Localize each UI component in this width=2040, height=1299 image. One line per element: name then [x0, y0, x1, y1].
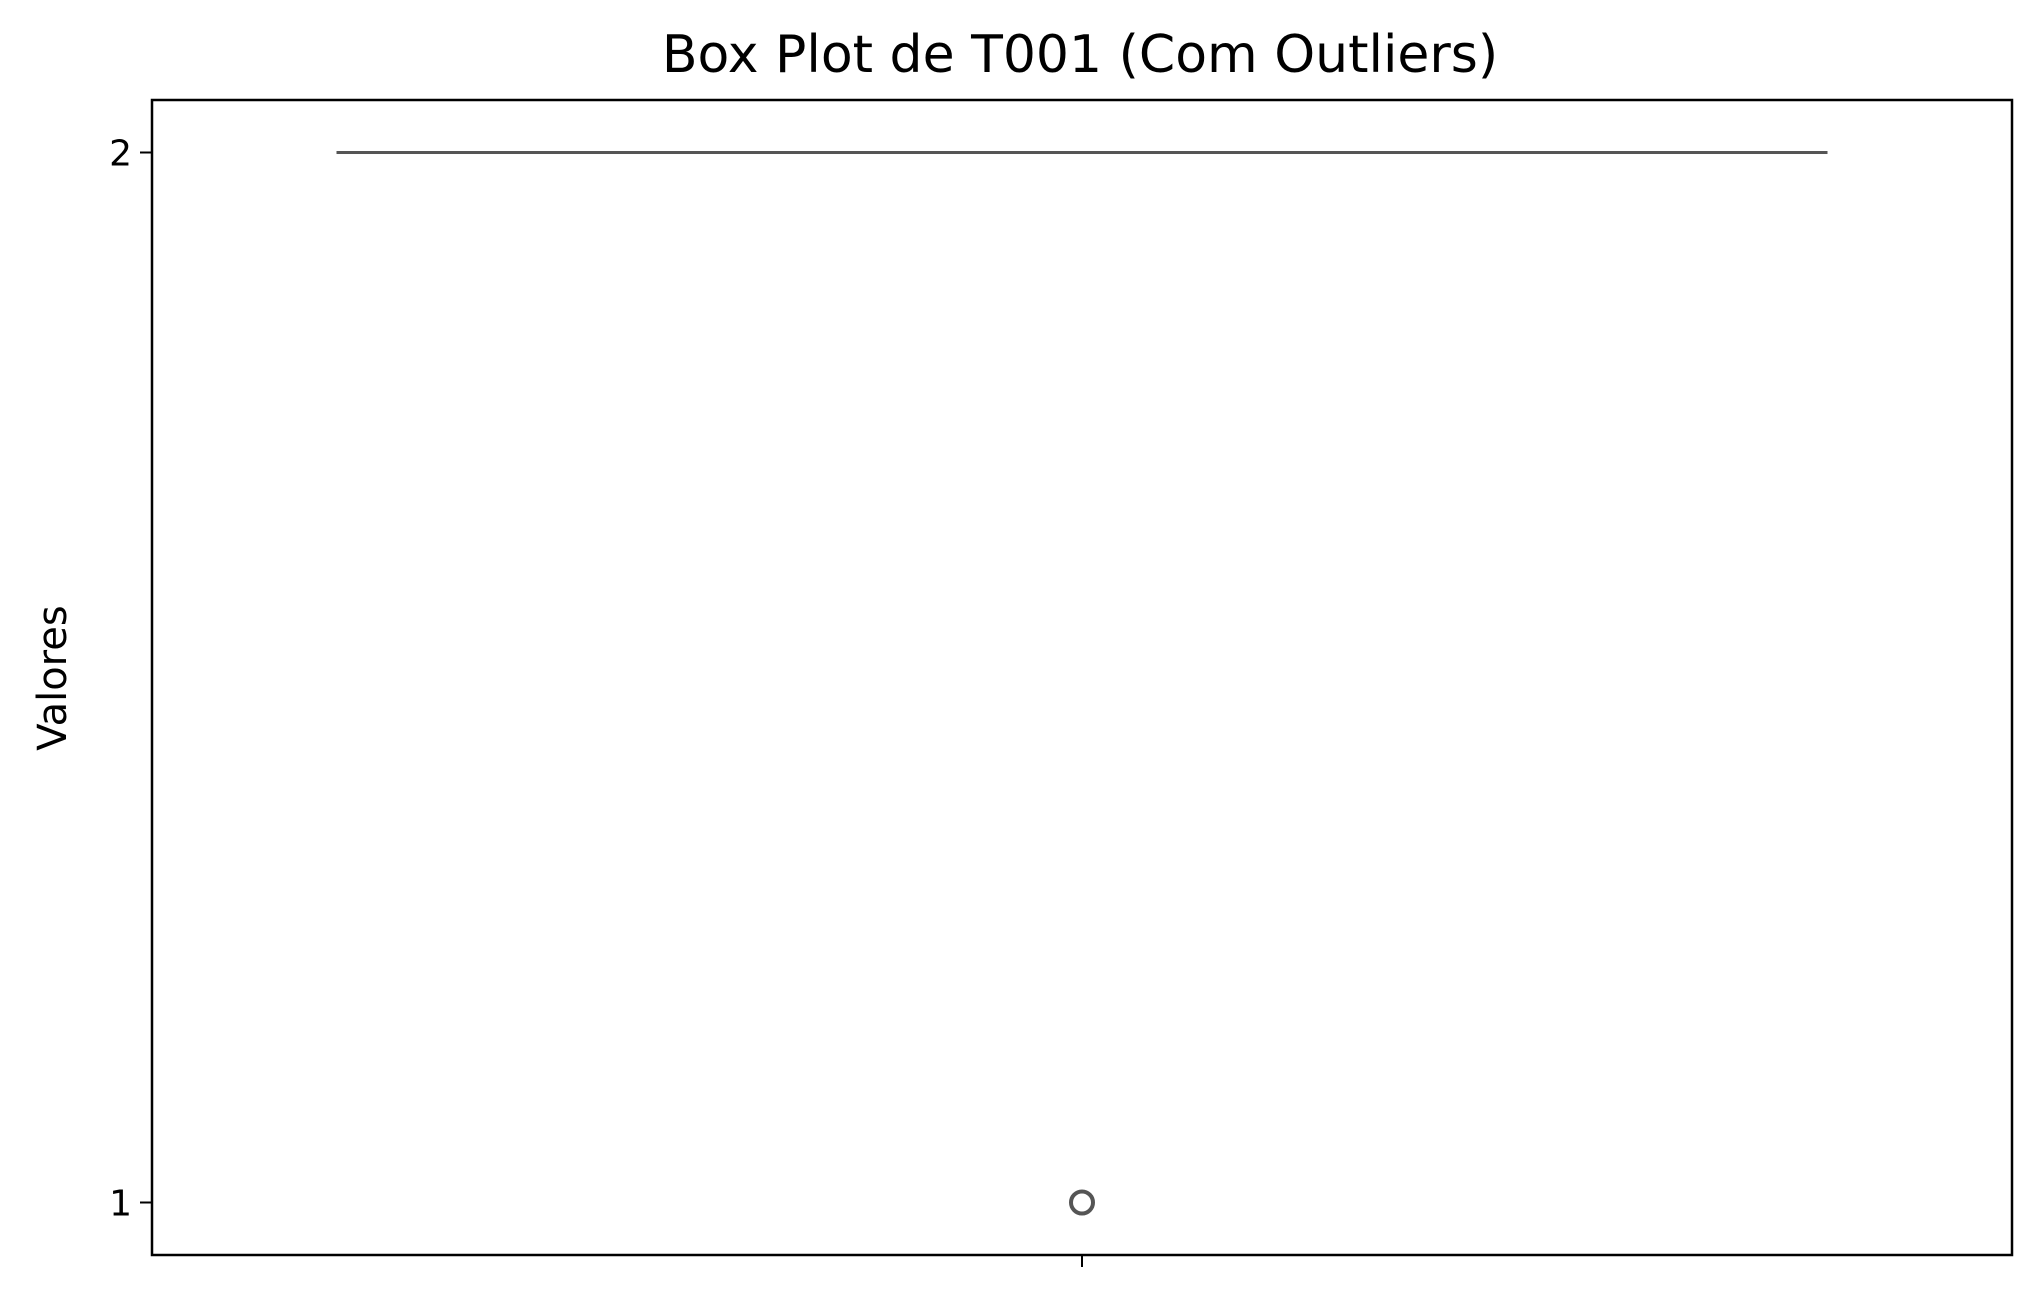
chart-title: Box Plot de T001 (Com Outliers) [662, 25, 1498, 85]
y-tick-label: 2 [109, 134, 132, 175]
y-tick-label: 1 [109, 1184, 132, 1225]
box-group [336, 151, 1828, 1216]
y-axis-label: Valores [30, 605, 76, 750]
y-axis-ticks: 12 [109, 134, 152, 1225]
box-plot-series [336, 151, 1828, 1216]
plot-area-frame [150, 98, 2014, 1257]
outlier-point [1069, 1189, 1095, 1216]
